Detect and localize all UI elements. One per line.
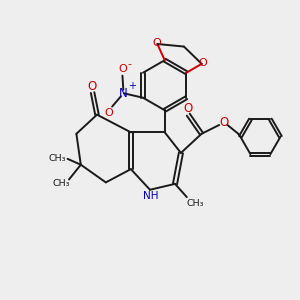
Text: O: O [152,38,161,48]
Text: O: O [198,58,207,68]
Text: O: O [105,108,114,118]
Text: CH₃: CH₃ [187,199,204,208]
Text: O: O [119,64,128,74]
Text: O: O [87,80,97,93]
Text: N: N [119,87,128,100]
Text: CH₃: CH₃ [49,154,66,163]
Text: CH₃: CH₃ [53,179,70,188]
Text: +: + [128,81,136,91]
Text: O: O [219,116,229,128]
Text: -: - [128,59,132,70]
Text: O: O [183,102,192,115]
Text: NH: NH [143,191,158,201]
